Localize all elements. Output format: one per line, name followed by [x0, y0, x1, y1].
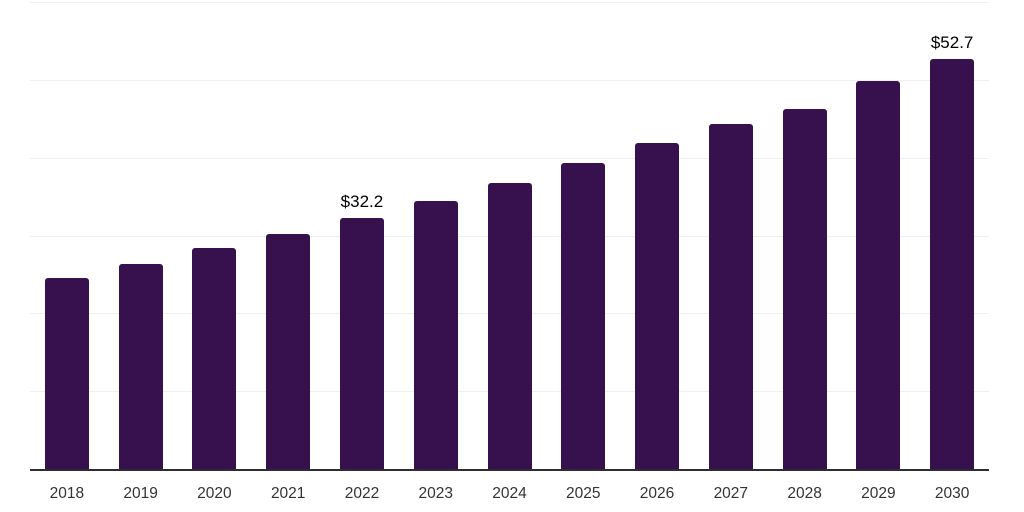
bar-2022	[339, 218, 384, 469]
bar-2023	[413, 201, 458, 469]
bar-2030	[930, 58, 975, 469]
x-axis-line	[30, 469, 989, 471]
bar-2028	[782, 109, 827, 469]
x-tick-2027: 2027	[713, 485, 749, 502]
x-tick-2024: 2024	[492, 485, 527, 502]
bar-2024	[487, 183, 532, 469]
bar-2026	[635, 142, 680, 469]
bar-2027	[708, 124, 753, 469]
bar-2025	[561, 163, 606, 469]
x-tick-2018: 2018	[49, 485, 85, 502]
data-label-2030: $52.7	[930, 32, 974, 52]
x-tick-2020: 2020	[197, 485, 232, 502]
x-tick-2028: 2028	[787, 485, 822, 502]
gridline-40	[30, 157, 989, 159]
bar-2019	[118, 263, 163, 469]
bar-2018	[44, 278, 89, 469]
data-label-2022: $32.2	[340, 192, 384, 212]
x-tick-2019: 2019	[123, 485, 158, 502]
x-tick-2029: 2029	[861, 485, 896, 502]
x-tick-2022: 2022	[344, 485, 380, 502]
x-tick-2030: 2030	[934, 485, 970, 502]
x-tick-2021: 2021	[270, 485, 306, 502]
bar-2029	[856, 81, 901, 469]
x-tick-2023: 2023	[418, 485, 453, 502]
gridline-50	[30, 79, 989, 81]
gridline-60	[30, 2, 989, 3]
bar-2020	[192, 247, 237, 469]
bar-2021	[266, 233, 311, 469]
x-tick-2025: 2025	[566, 485, 601, 502]
x-tick-2026: 2026	[639, 485, 675, 502]
